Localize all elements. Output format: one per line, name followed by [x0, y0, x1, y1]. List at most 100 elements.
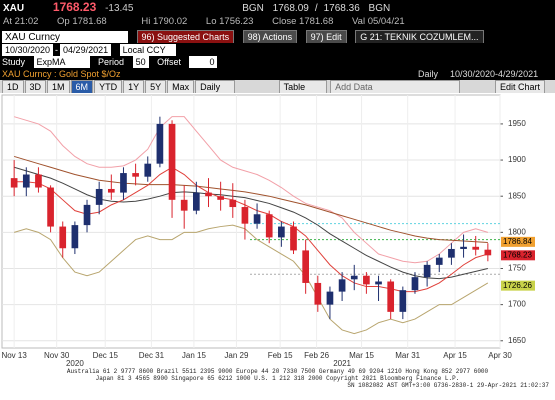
footer-line: Australia 61 2 9777 8600 Brazil 5511 239… [66, 368, 489, 375]
candle-body [217, 196, 224, 200]
range-button[interactable]: 1Y [123, 80, 145, 93]
footer-line: SN 1082082 AST GMT+3:00 G736-2830-1 29-A… [347, 382, 549, 389]
x-tick-label: Jan 29 [224, 351, 249, 360]
ask: 1768.36 [323, 3, 360, 14]
candle-body [132, 173, 139, 177]
indicator-line [14, 116, 488, 264]
source: BGN [368, 3, 391, 14]
candle-body [387, 281, 395, 312]
button[interactable]: 97) Edit [305, 30, 347, 43]
candle-body [411, 277, 419, 291]
range-button[interactable]: 3D [24, 80, 47, 93]
candle-body [399, 290, 407, 312]
period-label: Period [98, 57, 125, 67]
ohlc-bar: At 21:02 Op 1781.68 Hi 1790.02 Lo 1756.2… [0, 15, 555, 29]
candle-body [338, 279, 346, 292]
x-tick-label: Feb 15 [268, 351, 293, 360]
period[interactable]: 50 [132, 56, 149, 68]
range-button[interactable]: Max [167, 80, 195, 93]
x-tick-label: Mar 15 [349, 351, 374, 360]
value-date: Val 05/04/21 [352, 16, 405, 27]
chart: 1650 1700 1750 1800 1850 1900 1950 Nov 13 Nov 30… [0, 93, 555, 368]
footer: Australia 61 2 9777 8600 Brazil 5511 239… [0, 368, 555, 400]
ticker: XAU [3, 3, 25, 14]
year-label: 2021 [333, 359, 351, 368]
open: Op 1781.68 [57, 16, 107, 27]
x-tick-label: Mar 31 [395, 351, 420, 360]
range-button[interactable]: 5Y [145, 80, 167, 93]
candle-body [120, 173, 127, 193]
button[interactable]: 96) Suggested Charts [136, 30, 235, 43]
price-tag-label: 1726.26 [503, 281, 532, 290]
plot-area [1, 94, 501, 349]
candle-body [107, 188, 115, 193]
edit-chart[interactable]: Edit Chart [495, 80, 546, 93]
indicator-line [14, 224, 489, 335]
indicator-line [14, 166, 488, 280]
candle-body [193, 192, 200, 211]
range-button[interactable]: 1M [47, 80, 70, 93]
candle-body [47, 187, 54, 227]
command-bar: XAU Curncy 96) Suggested Charts 98) Acti… [0, 30, 555, 43]
bid: 1768.09 [272, 3, 309, 14]
candle-body [363, 275, 370, 285]
x-tick-label: Dec 15 [93, 351, 119, 360]
button[interactable]: 98) Actions [242, 30, 298, 43]
close: Close 1781.68 [272, 16, 334, 27]
candle-body [22, 174, 30, 188]
sep: / [314, 3, 318, 14]
start-date[interactable]: 10/30/2020 [2, 44, 54, 56]
add-data[interactable]: Add Data [330, 80, 461, 93]
footer-line: Japan 81 3 4565 8900 Singapore 65 6212 1… [95, 375, 460, 382]
quote-bar: XAU 1768.23 -13.45 BGN 1768.09 / 1768.36 B… [0, 0, 555, 15]
candle-body [484, 249, 492, 256]
candle-body [375, 281, 382, 285]
candle-body [435, 257, 443, 265]
y-tick-label: 1850 [508, 191, 526, 200]
x-tick-label: Apr 15 [443, 351, 467, 360]
table-button[interactable]: Table [278, 80, 327, 93]
candle-body [290, 226, 297, 251]
range: 10/30/2020-4/29/2021 [450, 69, 539, 79]
study-bar: Study ExpMA Period 50 Offset 0 [0, 56, 555, 68]
high: Hi 1790.02 [141, 16, 188, 27]
price-tag-label: 1768.23 [503, 250, 532, 259]
offset[interactable]: 0 [189, 56, 218, 68]
candle-body [205, 192, 212, 197]
price-tag [501, 250, 535, 261]
frequency-select[interactable]: Daily [195, 80, 236, 93]
x-tick-label: Apr 30 [488, 351, 512, 360]
candle-body [472, 246, 480, 250]
range-button[interactable]: 6M [70, 80, 94, 93]
candle-body [278, 226, 285, 238]
y-tick-label: 1750 [508, 264, 526, 273]
candle-body [59, 226, 67, 249]
range-button[interactable]: YTD [94, 80, 123, 93]
x-tick-label: Jan 15 [182, 351, 207, 360]
candle-body [229, 199, 237, 208]
candle-body [156, 123, 164, 164]
y-tick-label: 1900 [508, 155, 526, 164]
candle-body [168, 123, 176, 200]
y-tick-label: 1700 [508, 300, 526, 309]
study[interactable]: ExpMA [33, 56, 90, 68]
frequency: Daily [418, 69, 439, 79]
end-date[interactable]: 04/29/2021 [60, 44, 112, 56]
x-tick-label: Feb 26 [304, 351, 329, 360]
dash: - [55, 45, 59, 55]
candle-body [302, 250, 309, 283]
page-title[interactable]: G 21: TEKNIK COZUMLEM... [355, 30, 484, 43]
candle-body [83, 204, 91, 226]
time: At 21:02 [3, 16, 39, 27]
x-tick-label: Nov 13 [1, 351, 27, 360]
price-tag [501, 236, 535, 247]
source: BGN [242, 3, 264, 14]
candle-body [95, 188, 103, 205]
security-input[interactable]: XAU Curncy [2, 31, 128, 43]
low: Lo 1756.23 [205, 16, 254, 27]
candle-body [423, 264, 431, 278]
range-button[interactable]: 1D [2, 80, 24, 93]
currency[interactable]: Local CCY [119, 44, 176, 56]
y-tick-label: 1800 [508, 227, 526, 236]
